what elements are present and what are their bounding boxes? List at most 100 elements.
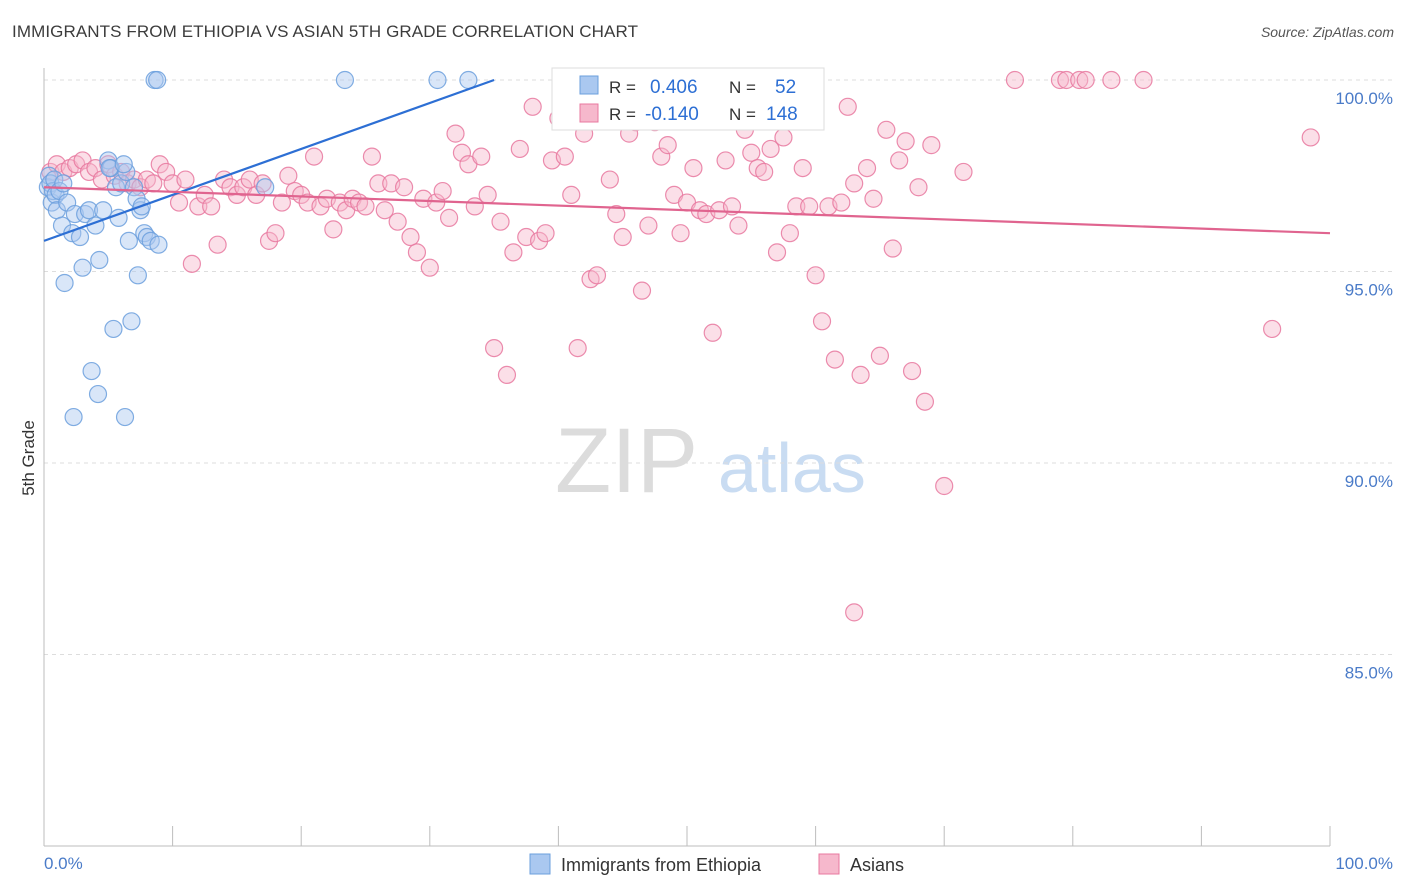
point-ethiopia-46 <box>428 70 447 90</box>
legend-swatch-asians <box>818 853 840 875</box>
point-asians-127 <box>857 158 877 178</box>
point-asians-96 <box>658 136 677 155</box>
point-asians-49 <box>356 197 375 216</box>
watermark-atlas: atlas <box>718 429 866 507</box>
point-asians-126 <box>851 365 870 385</box>
point-asians-87 <box>600 170 619 189</box>
trend-line-ethiopia <box>43 78 495 242</box>
point-asians-56 <box>401 227 420 247</box>
point-ethiopia-28 <box>119 231 138 250</box>
point-asians-88 <box>607 204 626 224</box>
legend-label-ethiopia: Immigrants from Ethiopia <box>561 855 762 875</box>
point-asians-124 <box>838 97 857 116</box>
point-asians-115 <box>780 224 799 243</box>
point-asians-35 <box>266 224 285 243</box>
trend-line-asians <box>43 186 1331 235</box>
point-ethiopia-10 <box>54 174 73 193</box>
point-asians-63 <box>446 124 465 143</box>
stats-n-value-ethiopia: 52 <box>775 77 796 98</box>
point-asians-72 <box>504 243 523 262</box>
point-ethiopia-36 <box>128 266 147 285</box>
point-asians-41 <box>304 147 324 166</box>
point-ethiopia-37 <box>104 319 123 339</box>
point-asians-51 <box>369 174 388 193</box>
point-asians-57 <box>407 243 427 262</box>
x-tick-label-min: 0.0% <box>44 854 83 873</box>
point-asians-136 <box>915 392 935 411</box>
point-asians-145 <box>1102 70 1121 90</box>
point-asians-148 <box>845 603 864 622</box>
stats-legend: R = 0.406 N = 52 R = -0.140 N = 148 <box>551 67 825 131</box>
point-asians-100 <box>684 158 703 178</box>
point-ethiopia-45 <box>335 70 355 90</box>
point-asians-133 <box>896 132 915 151</box>
point-asians-132 <box>890 151 909 170</box>
point-ethiopia-39 <box>82 361 101 381</box>
legend-label-asians: Asians <box>850 855 904 875</box>
data-points <box>38 70 1320 622</box>
point-asians-55 <box>394 178 414 197</box>
point-ethiopia-48 <box>256 178 275 197</box>
gridlines <box>44 79 1393 655</box>
point-asians-149 <box>1301 128 1320 147</box>
stats-swatch-ethiopia <box>579 75 599 95</box>
point-asians-62 <box>439 208 459 227</box>
point-ethiopia-40 <box>88 384 108 404</box>
point-asians-93 <box>639 216 658 235</box>
point-ethiopia-18 <box>79 201 99 220</box>
point-ethiopia-44 <box>148 70 167 90</box>
point-asians-123 <box>832 193 851 212</box>
point-ethiopia-49 <box>100 158 119 178</box>
y-tick-label-3: 85.0% <box>1345 664 1393 683</box>
point-asians-77 <box>536 224 555 243</box>
point-asians-117 <box>793 158 812 178</box>
point-ethiopia-50 <box>114 155 133 174</box>
point-ethiopia-42 <box>115 407 135 427</box>
y-tick-label-1: 95.0% <box>1345 281 1393 300</box>
point-asians-140 <box>1005 70 1025 90</box>
point-asians-67 <box>472 147 491 166</box>
point-asians-23 <box>189 197 208 216</box>
point-asians-112 <box>761 139 780 159</box>
point-asians-98 <box>671 224 690 243</box>
trend-lines <box>43 78 1331 242</box>
stats-n-label-asians: N = <box>729 105 756 124</box>
stats-n-label-ethiopia: N = <box>729 78 756 97</box>
point-asians-71 <box>497 365 517 385</box>
point-asians-129 <box>870 346 890 365</box>
point-asians-82 <box>568 339 587 358</box>
point-asians-70 <box>491 212 510 231</box>
bottom-legend: Immigrants from Ethiopia Asians <box>529 853 904 875</box>
point-asians-59 <box>420 258 439 277</box>
point-asians-92 <box>632 281 652 300</box>
point-asians-89 <box>613 227 632 247</box>
point-asians-142 <box>1057 70 1076 90</box>
point-asians-135 <box>909 178 928 197</box>
point-asians-141 <box>1050 70 1070 90</box>
y-axis-label: 5th Grade <box>19 420 38 496</box>
y-tick-labels: 100.0% 95.0% 90.0% 85.0% <box>1335 89 1393 683</box>
point-asians-122 <box>825 350 844 369</box>
point-asians-130 <box>877 120 896 139</box>
point-asians-95 <box>652 147 671 166</box>
point-asians-64 <box>452 143 472 162</box>
chart-title: IMMIGRANTS FROM ETHIOPIA VS ASIAN 5TH GR… <box>12 22 639 41</box>
point-asians-75 <box>523 97 542 116</box>
point-asians-18 <box>157 162 176 182</box>
point-asians-80 <box>555 147 574 166</box>
point-asians-120 <box>812 312 832 331</box>
point-ethiopia-20 <box>90 250 109 270</box>
point-asians-68 <box>478 185 497 204</box>
y-tick-label-2: 90.0% <box>1345 472 1393 491</box>
point-asians-20 <box>169 193 189 212</box>
point-asians-143 <box>1070 70 1089 90</box>
point-asians-113 <box>767 243 787 262</box>
point-asians-103 <box>703 323 722 342</box>
stats-r-value-asians: -0.140 <box>645 104 699 125</box>
point-ethiopia-35 <box>149 235 168 254</box>
point-ethiopia-16 <box>73 258 92 277</box>
point-asians-25 <box>202 197 221 216</box>
point-asians-105 <box>716 151 735 170</box>
